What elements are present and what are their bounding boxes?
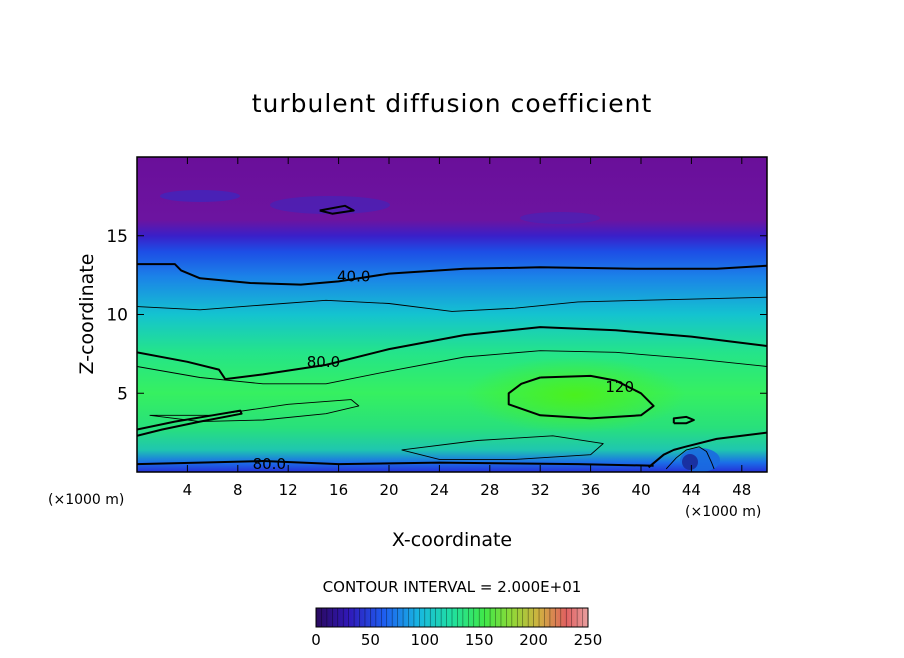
contour-line-80	[137, 326, 767, 381]
y-axis-ticks: 5 10 15	[106, 227, 767, 404]
x-tick-label: 12	[279, 481, 298, 499]
x-axis-label: X-coordinate	[392, 529, 512, 551]
high-diffusion-core	[465, 357, 685, 433]
contour-line-80	[647, 431, 767, 469]
y-tick-label: 15	[106, 227, 128, 247]
upper-blue-streak	[270, 196, 390, 214]
x-tick-label: 36	[581, 481, 600, 499]
x-tick-label: 28	[480, 481, 499, 499]
contour-line-40	[137, 263, 767, 286]
colorbar-tick-label: 250	[574, 631, 603, 649]
colorbar-frame	[315, 607, 589, 628]
contour-label: 120.	[605, 378, 638, 396]
x-tick-label: 32	[531, 481, 550, 499]
contour-line-40	[672, 415, 695, 425]
x-tick-label: 4	[183, 481, 193, 499]
upper-blue-streak	[520, 212, 600, 224]
contour-line-120	[507, 374, 655, 420]
contour-line-40	[319, 204, 355, 215]
colorbar-stripes	[321, 608, 583, 627]
colorbar-tick-label: 100	[410, 631, 439, 649]
colorbar-tick-label: 50	[361, 631, 380, 649]
x-unit-left: (×1000 m)	[48, 492, 124, 508]
y-axis-label: Z-coordinate	[76, 254, 98, 375]
colorbar: 0 50 100 150 200 250	[311, 607, 602, 649]
plot-area	[137, 157, 767, 472]
contour-line-60	[137, 296, 767, 312]
contour-interval-text: CONTOUR INTERVAL = 2.000E+01	[323, 578, 582, 596]
colorbar-tick-label: 200	[519, 631, 548, 649]
y-tick-label: 10	[106, 306, 128, 326]
colorbar-ticks: 0 50 100 150 200 250	[311, 631, 602, 649]
contour-label: 80.0	[307, 353, 340, 371]
x-tick-label: 48	[732, 481, 751, 499]
color-field	[137, 157, 767, 472]
x-tick-label: 44	[682, 481, 701, 499]
contour-line-100	[137, 350, 767, 385]
x-axis-ticks: 4 8 12 16 20 24 28 32 36 40 44 48	[183, 157, 751, 499]
x-unit-right: (×1000 m)	[685, 504, 761, 520]
y-tick-label: 5	[117, 384, 128, 404]
contour-label: 80.0	[253, 455, 286, 473]
chart-title: turbulent diffusion coefficient	[252, 89, 653, 118]
upper-blue-streak	[160, 190, 240, 202]
x-tick-label: 8	[233, 481, 243, 499]
contour-line-80	[137, 460, 654, 467]
surface-dark-patch	[682, 454, 698, 470]
colorbar-tick-label: 0	[311, 631, 321, 649]
contour-line-60	[665, 446, 715, 470]
contour-lines	[137, 204, 767, 470]
x-tick-label: 16	[329, 481, 348, 499]
colorbar-tick-label: 150	[465, 631, 494, 649]
contour-line-100	[401, 435, 604, 460]
x-tick-label: 40	[631, 481, 650, 499]
contour-label: 40.0	[337, 268, 370, 286]
contour-line-80	[137, 409, 243, 437]
x-tick-label: 20	[379, 481, 398, 499]
x-tick-label: 24	[430, 481, 449, 499]
contour-labels: 40.0 80.0 120. 80.0	[253, 268, 639, 473]
